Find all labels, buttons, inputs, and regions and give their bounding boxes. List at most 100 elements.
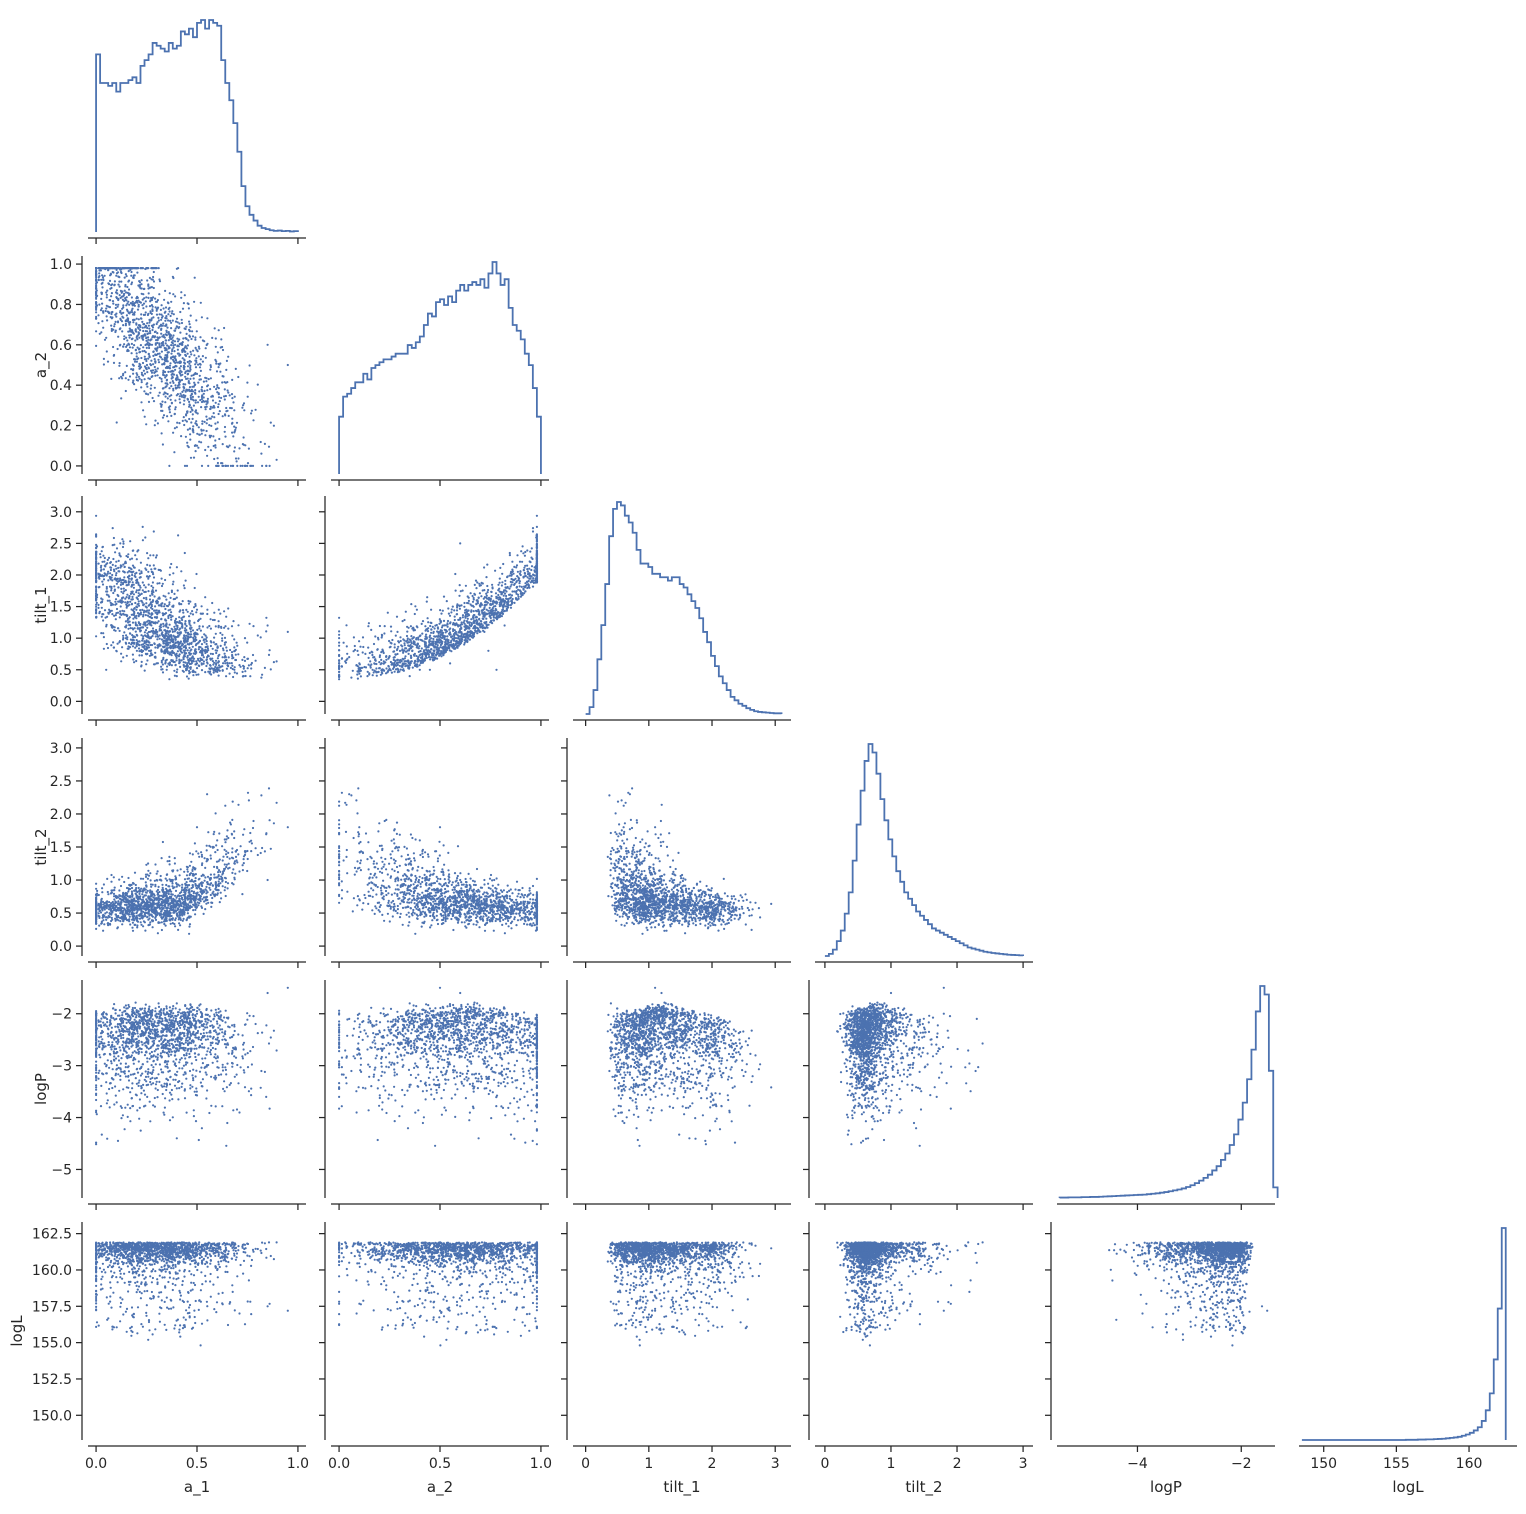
scatter-point [248, 664, 250, 666]
scatter-point [129, 633, 131, 635]
scatter-point [470, 609, 472, 611]
scatter-point [125, 390, 127, 392]
scatter-point [153, 271, 155, 273]
scatter-point [504, 580, 506, 582]
scatter-point [144, 356, 146, 358]
scatter-point [134, 274, 136, 276]
scatter-point [536, 526, 538, 528]
scatter-point [532, 530, 534, 532]
scatter-point [154, 609, 156, 611]
scatter-point [448, 647, 450, 649]
scatter-point [162, 625, 164, 627]
scatter-point [136, 639, 138, 641]
histogram-step-a_2 [339, 262, 541, 474]
scatter-point [153, 564, 155, 566]
scatter-point [129, 330, 131, 332]
y-tick-label: 1.5 [50, 600, 72, 616]
scatter-point [190, 398, 192, 400]
scatter-point [120, 555, 122, 557]
scatter-point [187, 640, 189, 642]
scatter-point [106, 562, 108, 564]
scatter-point [176, 626, 178, 628]
scatter-point [147, 358, 149, 360]
scatter-point [194, 635, 196, 637]
scatter-point [95, 557, 97, 559]
scatter-point [225, 410, 227, 412]
scatter-point [185, 669, 187, 671]
scatter-point [201, 605, 203, 607]
scatter-point [449, 662, 451, 664]
scatter-point [166, 665, 168, 667]
scatter-point [218, 403, 220, 405]
scatter-point [200, 370, 202, 372]
scatter-point [98, 563, 100, 565]
scatter-point [184, 552, 186, 554]
scatter-point [184, 465, 186, 467]
scatter-point [154, 663, 156, 665]
scatter-point [244, 660, 246, 662]
scatter-point [174, 369, 176, 371]
scatter-point [107, 267, 109, 269]
scatter-point [111, 292, 113, 294]
scatter-point [108, 283, 110, 285]
scatter-point [421, 655, 423, 657]
scatter-point [260, 441, 262, 443]
scatter-point [532, 527, 534, 529]
scatter-point [433, 650, 435, 652]
scatter-point [115, 598, 117, 600]
scatter-point [467, 595, 469, 597]
scatter-point [410, 657, 412, 659]
scatter-point [220, 397, 222, 399]
scatter-point [442, 636, 444, 638]
scatter-point [120, 313, 122, 315]
scatter-point [220, 346, 222, 348]
scatter-point [148, 401, 150, 403]
scatter-point [223, 627, 225, 629]
scatter-point [220, 462, 222, 464]
scatter-point [229, 445, 231, 447]
scatter-point [206, 643, 208, 645]
scatter-point [203, 656, 205, 658]
scatter-point [95, 611, 97, 613]
scatter-point [116, 608, 118, 610]
scatter-point [121, 292, 123, 294]
scatter-point [169, 411, 171, 413]
scatter-point [338, 645, 340, 647]
scatter-point [160, 324, 162, 326]
scatter-point [185, 609, 187, 611]
scatter-point [166, 379, 168, 381]
scatter-point [202, 613, 204, 615]
scatter-point [175, 406, 177, 408]
scatter-point [121, 538, 123, 540]
scatter-point [122, 635, 124, 637]
scatter-point [198, 426, 200, 428]
scatter-point [190, 631, 192, 633]
scatter-point [231, 432, 233, 434]
scatter-point [172, 631, 174, 633]
scatter-point [103, 578, 105, 580]
scatter-point [201, 430, 203, 432]
scatter-point [412, 637, 414, 639]
scatter-point [97, 607, 99, 609]
scatter-point [164, 317, 166, 319]
scatter-point [194, 339, 196, 341]
scatter-point [197, 350, 199, 352]
scatter-point [227, 356, 229, 358]
scatter-point [173, 670, 175, 672]
scatter-point [172, 606, 174, 608]
scatter-point [107, 573, 109, 575]
scatter-point [174, 630, 176, 632]
scatter-point [174, 621, 176, 623]
scatter-point [145, 629, 147, 631]
scatter-point [520, 596, 522, 598]
scatter-point [345, 662, 347, 664]
scatter-point [513, 590, 515, 592]
scatter-point [173, 652, 175, 654]
scatter-point [394, 646, 396, 648]
scatter-point [510, 575, 512, 577]
scatter-point [107, 361, 109, 363]
scatter-point [171, 590, 173, 592]
scatter-point [410, 635, 412, 637]
scatter-point [189, 642, 191, 644]
scatter-point [513, 602, 515, 604]
